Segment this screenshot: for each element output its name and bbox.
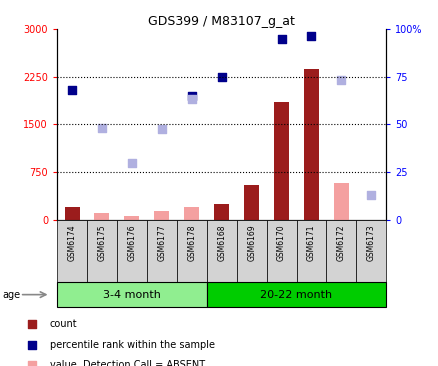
Bar: [57, 282, 206, 307]
Point: [188, 96, 195, 102]
Point: [188, 93, 195, 99]
Bar: [117, 220, 147, 282]
Point: [305, 228, 312, 234]
Bar: [273, 102, 288, 220]
Bar: [326, 220, 356, 282]
Bar: [356, 29, 385, 220]
Bar: [154, 211, 169, 220]
Bar: [147, 29, 177, 220]
Bar: [206, 220, 236, 282]
Point: [128, 160, 135, 165]
Point: [305, 45, 312, 51]
Text: age: age: [2, 290, 20, 300]
Point: [158, 126, 165, 132]
Bar: [147, 220, 177, 282]
Bar: [214, 204, 229, 220]
Bar: [303, 68, 318, 220]
Bar: [117, 29, 147, 220]
Text: value, Detection Call = ABSENT: value, Detection Call = ABSENT: [49, 360, 204, 366]
Bar: [206, 29, 236, 220]
Point: [307, 33, 314, 38]
Bar: [326, 29, 356, 220]
Bar: [57, 29, 87, 220]
Text: GSM6168: GSM6168: [217, 225, 226, 261]
Point: [337, 77, 344, 83]
Point: [218, 74, 225, 80]
Point: [98, 125, 105, 131]
Bar: [206, 282, 385, 307]
Point: [68, 87, 75, 93]
Text: count: count: [49, 320, 77, 329]
Text: GSM6175: GSM6175: [97, 225, 106, 261]
Text: GSM6170: GSM6170: [276, 225, 286, 261]
Bar: [296, 29, 326, 220]
Point: [277, 36, 284, 42]
Text: GSM6173: GSM6173: [366, 225, 375, 261]
Text: GSM6171: GSM6171: [306, 225, 315, 261]
Bar: [266, 220, 296, 282]
Bar: [94, 213, 109, 220]
Bar: [87, 220, 117, 282]
Bar: [87, 29, 117, 220]
Text: GSM6174: GSM6174: [67, 225, 76, 261]
Bar: [57, 220, 87, 282]
Bar: [177, 220, 206, 282]
Bar: [266, 29, 296, 220]
Text: 3-4 month: 3-4 month: [103, 290, 160, 300]
Title: GDS399 / M83107_g_at: GDS399 / M83107_g_at: [148, 15, 294, 28]
Bar: [333, 183, 348, 220]
Bar: [184, 207, 199, 220]
Point: [367, 193, 374, 198]
Bar: [236, 29, 266, 220]
Bar: [177, 29, 206, 220]
Text: GSM6172: GSM6172: [336, 225, 345, 261]
Text: GSM6169: GSM6169: [247, 225, 255, 261]
Text: percentile rank within the sample: percentile rank within the sample: [49, 340, 214, 350]
Text: 20-22 month: 20-22 month: [260, 290, 332, 300]
Text: GSM6178: GSM6178: [187, 225, 196, 261]
Bar: [124, 216, 139, 220]
Text: GSM6176: GSM6176: [127, 225, 136, 261]
Bar: [356, 220, 385, 282]
Bar: [236, 220, 266, 282]
Bar: [64, 207, 79, 220]
Bar: [296, 220, 326, 282]
Text: GSM6177: GSM6177: [157, 225, 166, 261]
Bar: [244, 185, 258, 220]
